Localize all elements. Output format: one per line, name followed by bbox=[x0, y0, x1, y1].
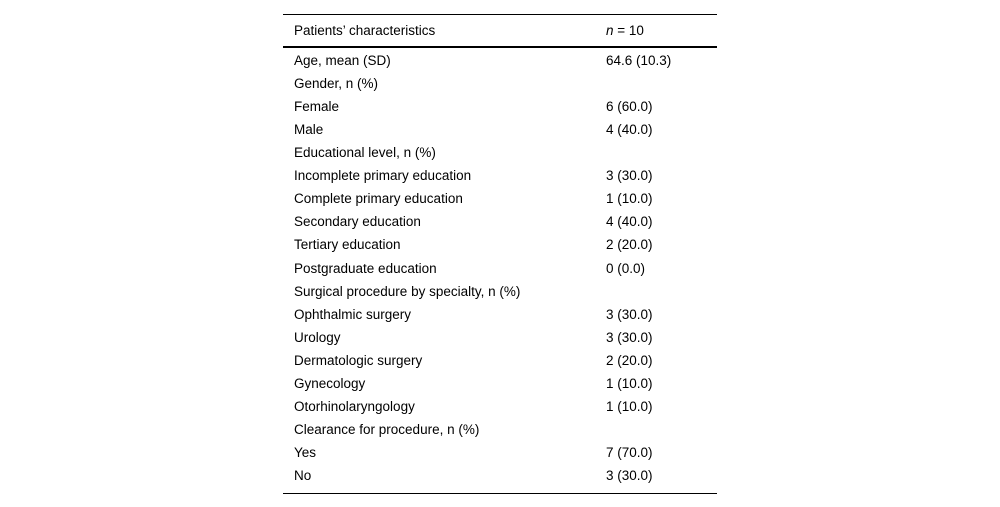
row-label: Otorhinolaryngology bbox=[294, 399, 415, 415]
row-label: Gender, n (%) bbox=[294, 75, 379, 91]
table-row: Surgical procedure by specialty, n (%) bbox=[283, 280, 717, 303]
table-header-row: Patients’ characteristics n = 10 bbox=[283, 15, 717, 48]
table-row: Tertiary education 2 (20.0) bbox=[283, 234, 717, 257]
row-value: 3 (30.0) bbox=[606, 329, 653, 345]
table-row: Incomplete primary education 3 (30.0) bbox=[283, 164, 717, 187]
table-row: Complete primary education 1 (10.0) bbox=[283, 187, 717, 210]
row-label: Age, mean (SD) bbox=[294, 52, 391, 68]
row-value: 4 (40.0) bbox=[606, 214, 653, 230]
row-label: Dermatologic surgery bbox=[294, 352, 423, 368]
row-value: 2 (20.0) bbox=[606, 237, 653, 253]
row-label: No bbox=[294, 468, 312, 484]
table-header-n: n = 10 bbox=[606, 22, 717, 38]
table-row: Otorhinolaryngology 1 (10.0) bbox=[283, 395, 717, 418]
row-label: Surgical procedure by specialty, n (%) bbox=[294, 283, 521, 299]
table-header-characteristics: Patients’ characteristics bbox=[294, 22, 436, 38]
row-value: 2 (20.0) bbox=[606, 352, 653, 368]
row-value: 6 (60.0) bbox=[606, 98, 653, 114]
row-label: Complete primary education bbox=[294, 191, 463, 207]
row-value: 1 (10.0) bbox=[606, 191, 653, 207]
table-row: Gynecology 1 (10.0) bbox=[283, 372, 717, 395]
table-row: Ophthalmic surgery 3 (30.0) bbox=[283, 303, 717, 326]
row-label: Secondary education bbox=[294, 214, 421, 230]
table-row: No 3 (30.0) bbox=[283, 465, 717, 488]
row-label: Tertiary education bbox=[294, 237, 401, 253]
table-row: Dermatologic surgery 2 (20.0) bbox=[283, 349, 717, 372]
n-symbol: n bbox=[606, 22, 614, 38]
row-label: Postgraduate education bbox=[294, 260, 437, 276]
table-row: Female 6 (60.0) bbox=[283, 95, 717, 118]
row-value: 1 (10.0) bbox=[606, 399, 653, 415]
row-value: 7 (70.0) bbox=[606, 445, 653, 461]
n-equals-value: = 10 bbox=[613, 22, 644, 38]
row-label: Educational level, n (%) bbox=[294, 145, 436, 161]
row-label: Ophthalmic surgery bbox=[294, 306, 412, 322]
table-row: Yes 7 (70.0) bbox=[283, 441, 717, 464]
table-body: Age, mean (SD) 64.6 (10.3) Gender, n (%)… bbox=[283, 48, 717, 493]
row-label: Incomplete primary education bbox=[294, 168, 472, 184]
row-value: 3 (30.0) bbox=[606, 468, 653, 484]
row-label: Gynecology bbox=[294, 376, 366, 391]
row-value: 64.6 (10.3) bbox=[606, 52, 672, 68]
row-label: Clearance for procedure, n (%) bbox=[294, 422, 480, 438]
row-label: Female bbox=[294, 98, 340, 114]
table-row: Male 4 (40.0) bbox=[283, 118, 717, 141]
row-value: 1 (10.0) bbox=[606, 376, 653, 391]
row-label: Yes bbox=[294, 445, 317, 461]
row-label: Male bbox=[294, 121, 324, 137]
patients-characteristics-table: Patients’ characteristics n = 10 Age, me… bbox=[283, 14, 717, 494]
table-row: Gender, n (%) bbox=[283, 72, 717, 95]
row-value: 3 (30.0) bbox=[606, 306, 653, 322]
table-row: Secondary education 4 (40.0) bbox=[283, 211, 717, 234]
table-row: Postgraduate education 0 (0.0) bbox=[283, 257, 717, 280]
row-value: 0 (0.0) bbox=[606, 260, 646, 276]
row-label: Urology bbox=[294, 329, 341, 345]
row-value: 3 (30.0) bbox=[606, 168, 653, 184]
table-row: Age, mean (SD) 64.6 (10.3) bbox=[283, 49, 717, 72]
table-row: Urology 3 (30.0) bbox=[283, 326, 717, 349]
table-row: Educational level, n (%) bbox=[283, 141, 717, 164]
table-row: Clearance for procedure, n (%) bbox=[283, 418, 717, 441]
row-value: 4 (40.0) bbox=[606, 121, 653, 137]
